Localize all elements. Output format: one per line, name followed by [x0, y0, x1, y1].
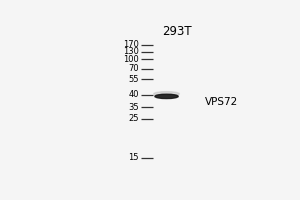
Ellipse shape — [154, 92, 179, 96]
Text: 15: 15 — [128, 153, 139, 162]
Text: VPS72: VPS72 — [205, 97, 238, 107]
Text: 55: 55 — [128, 75, 139, 84]
Ellipse shape — [158, 95, 175, 97]
Text: 100: 100 — [123, 55, 139, 64]
Text: 40: 40 — [128, 90, 139, 99]
Text: 293T: 293T — [162, 25, 192, 38]
Text: 25: 25 — [128, 114, 139, 123]
Text: 35: 35 — [128, 103, 139, 112]
Text: 170: 170 — [123, 40, 139, 49]
Text: 130: 130 — [123, 47, 139, 56]
Text: 70: 70 — [128, 64, 139, 73]
Ellipse shape — [155, 94, 178, 99]
